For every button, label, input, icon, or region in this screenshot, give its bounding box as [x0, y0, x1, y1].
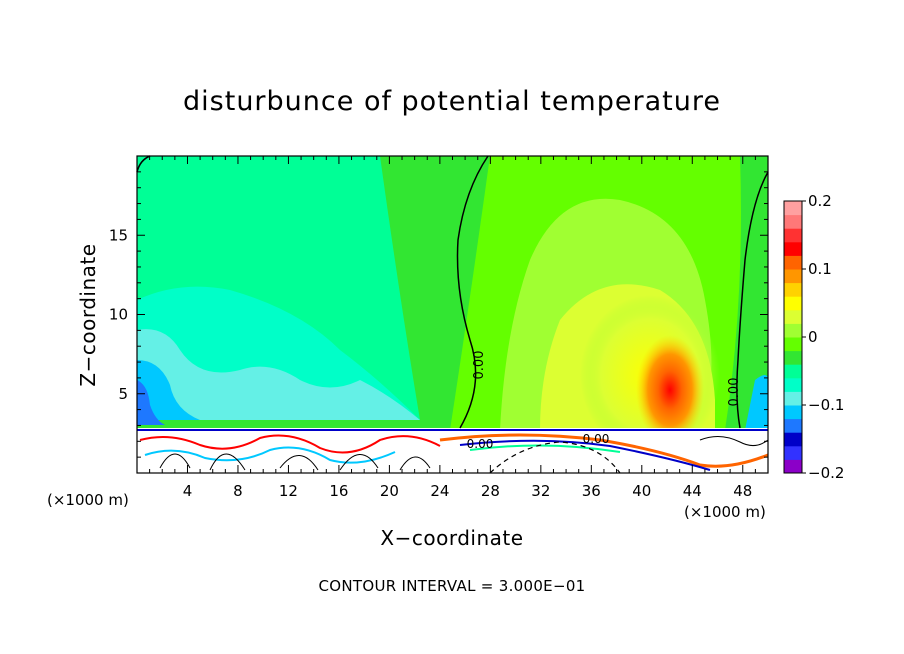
colorbar-tick-label: 0: [808, 328, 818, 346]
colorbar-swatch: [784, 391, 802, 406]
colorbar-swatch: [784, 241, 802, 256]
colorbar-swatch: [784, 282, 802, 297]
field-region-right-cool: [745, 375, 768, 430]
x-tick-label: 20: [380, 482, 399, 500]
x-tick-label: 4: [183, 482, 193, 500]
boundary-contour-orange: [439, 433, 768, 468]
colorbar-tick-label: −0.2: [808, 464, 844, 482]
x-tick-label: 16: [329, 482, 348, 500]
x-unit-label-right: (×1000 m): [684, 503, 766, 521]
zero-contour-middle: [456, 155, 489, 429]
x-tick-label: 44: [683, 482, 702, 500]
colorbar-swatch: [784, 445, 802, 460]
y-axis: 5 10 15: [109, 171, 768, 458]
x-axis-label: X−coordinate: [380, 526, 524, 550]
contour-label: 0.00: [727, 378, 742, 407]
colorbar: 0.2 0.1 0 −0.1 −0.2: [783, 192, 844, 482]
colorbar-tick-label: 0.2: [808, 192, 832, 210]
x-tick-label: 28: [481, 482, 500, 500]
boundary-layer: [137, 428, 768, 473]
x-axis: 4 8 12 16 20 24 28 32 36 40 44 48: [149, 156, 756, 500]
x-tick-label: 36: [582, 482, 601, 500]
colorbar-swatch: [784, 337, 802, 352]
y-tick-label: 15: [109, 226, 128, 244]
x-tick-label: 8: [233, 482, 243, 500]
colorbar-swatch: [784, 405, 802, 420]
colorbar-swatch: [784, 255, 802, 270]
boundary-contour-dashed: [489, 441, 621, 473]
colorbar-tick-label: −0.1: [808, 396, 844, 414]
y-tick-label: 10: [109, 306, 128, 324]
contour-label: 0.00: [472, 351, 487, 380]
colorbar-swatch: [784, 323, 802, 338]
colorbar-swatch: [784, 418, 802, 433]
x-tick-label: 32: [531, 482, 550, 500]
field-layer: [137, 156, 768, 473]
x-tick-label: 40: [632, 482, 651, 500]
colorbar-swatch: [784, 269, 802, 284]
x-tick-label: 12: [279, 482, 298, 500]
colorbar-swatch: [784, 228, 802, 243]
colorbar-swatch: [784, 296, 802, 311]
x-tick-label: 48: [733, 482, 752, 500]
colorbar-swatch: [784, 350, 802, 365]
contour-label: 0.00: [583, 432, 610, 446]
colorbar-swatch: [784, 432, 802, 447]
y-tick-label: 5: [118, 385, 128, 403]
boundary-contour-black: [159, 436, 768, 471]
colorbar-swatch: [784, 459, 802, 474]
boundary-contour-blue: [459, 439, 711, 471]
boundary-contour-green: [469, 444, 621, 453]
colorbar-swatch: [784, 364, 802, 379]
colorbar-swatch: [784, 214, 802, 229]
field-region-cold: [137, 360, 200, 420]
zero-contour-right: [736, 171, 769, 429]
colorbar-swatch: [784, 377, 802, 392]
boundary-contour-cyan: [144, 446, 396, 464]
colorbar-swatch: [784, 309, 802, 324]
chart-title: disturbunce of potential temperature: [183, 86, 721, 117]
field-region-right-edge: [725, 156, 768, 430]
contour-interval-note: CONTOUR INTERVAL = 3.000E−01: [318, 577, 586, 595]
boundary-contour-red: [139, 434, 441, 454]
x-unit-label-left: (×1000 m): [47, 491, 129, 509]
colorbar-swatch: [784, 201, 802, 216]
y-axis-label: Z−coordinate: [76, 243, 100, 387]
field-region-red-core: [636, 335, 704, 445]
contour-label: 0.00: [467, 437, 494, 451]
field-region-cool: [137, 329, 420, 420]
field-region-colder: [137, 380, 165, 425]
x-tick-label: 24: [430, 482, 449, 500]
colorbar-tick-label: 0.1: [808, 260, 832, 278]
